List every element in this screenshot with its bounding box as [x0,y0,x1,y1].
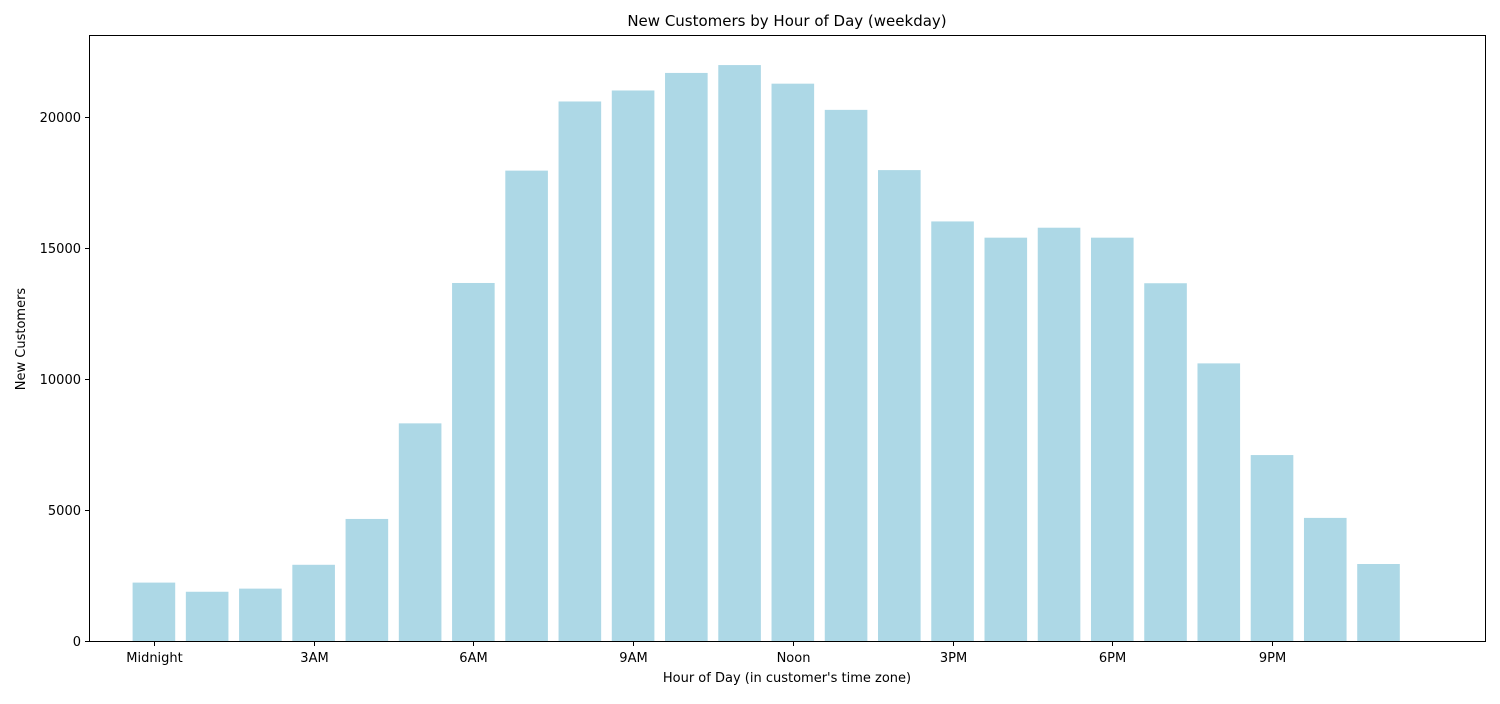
x-tick-label: 9PM [1259,651,1286,666]
bar-hour-7 [505,170,548,641]
bar-hour-6 [452,282,495,641]
bar-hour-20 [1197,363,1241,641]
bar-hour-1 [185,591,229,641]
bar-hour-22 [1303,517,1347,641]
x-tick-label: 6AM [459,651,487,666]
bar-hour-15 [931,221,974,641]
bar-hour-14 [878,170,921,641]
y-tick-label: 10000 [40,373,81,388]
plot-frame [89,35,1486,642]
y-axis: 0 5000 10000 15000 20000 [40,111,90,650]
y-tick-label: 20000 [40,111,81,126]
bar-hour-5 [398,423,442,641]
chart-title: New Customers by Hour of Day (weekday) [627,12,946,30]
bar-hour-10 [665,72,708,642]
y-tick-label: 0 [73,635,81,650]
x-tick-label: 3AM [300,651,328,666]
bar-hour-4 [345,518,389,641]
x-axis: Midnight 3AM 6AM 9AM Noon 3PM 6PM 9PM [126,641,1286,666]
y-tick-label: 15000 [40,242,81,257]
bar-hour-9 [611,90,655,642]
bar-hour-16 [984,237,1028,642]
bar-hour-3 [292,564,335,641]
x-tick-label: 9AM [619,651,647,666]
bar-hour-23 [1357,564,1400,641]
bar-hour-17 [1037,227,1081,641]
x-tick-label: Midnight [126,651,183,666]
bar-hour-19 [1144,283,1187,641]
bar-hour-21 [1250,455,1294,641]
bar-hour-13 [824,109,868,642]
x-tick-label: 3PM [940,651,967,666]
y-axis-label: New Customers [14,288,29,391]
bar-hour-2 [239,588,282,641]
bar-hour-0 [132,582,176,641]
x-tick-label: 6PM [1099,651,1126,666]
bars-group [132,65,1400,642]
x-tick-label: Noon [777,651,811,666]
bar-hour-18 [1090,237,1134,642]
bar-hour-11 [718,65,761,641]
bar-hour-12 [771,83,815,642]
bar-hour-8 [558,101,602,642]
y-tick-label: 5000 [48,504,81,519]
x-axis-label: Hour of Day (in customer's time zone) [663,671,911,686]
